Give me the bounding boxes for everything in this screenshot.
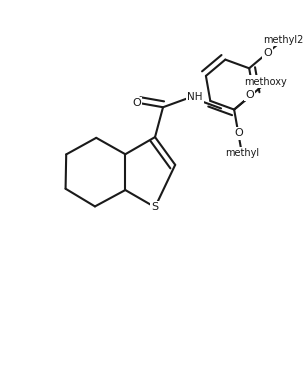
Text: S: S [151, 202, 159, 212]
Text: O: O [234, 128, 243, 138]
Text: methoxy: methoxy [244, 76, 287, 87]
Text: methyl: methyl [225, 149, 259, 158]
Text: O: O [263, 48, 272, 58]
Text: methyl2: methyl2 [263, 34, 304, 45]
Text: O: O [132, 98, 141, 108]
Text: NH: NH [187, 92, 203, 102]
Text: O: O [245, 90, 254, 100]
